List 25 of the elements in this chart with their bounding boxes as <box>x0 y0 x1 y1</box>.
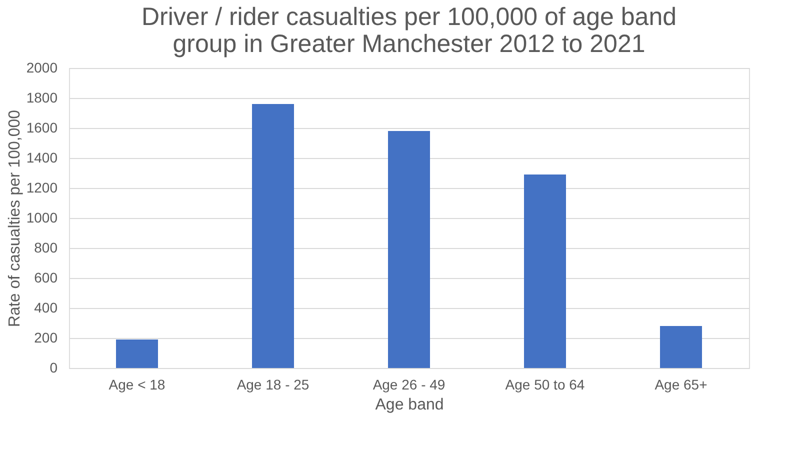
y-tick-label: 400 <box>34 300 58 316</box>
x-tick-label: Age 50 to 64 <box>505 376 585 392</box>
text: group in Greater Manchester 2012 to 2021 <box>172 30 646 58</box>
x-axis-title: Age band <box>375 396 444 414</box>
bar <box>524 174 566 368</box>
bar <box>388 131 430 368</box>
y-tick-label: 1600 <box>26 120 58 136</box>
y-tick-label: 1000 <box>26 210 58 226</box>
y-tick-label: 800 <box>34 240 58 256</box>
y-tick-label: 2000 <box>26 60 58 76</box>
y-tick-label: 1400 <box>26 150 58 166</box>
x-tick-label: Age 26 - 49 <box>372 376 446 392</box>
y-tick-label: 1800 <box>26 90 58 106</box>
bar <box>660 326 702 368</box>
text: Driver / rider casualties per 100,000 of age band <box>141 3 677 31</box>
y-tick-label: 600 <box>34 270 58 286</box>
y-tick-label: 200 <box>34 330 58 346</box>
bar <box>116 340 158 368</box>
y-tick-label: 1200 <box>26 180 58 196</box>
x-tick-label: Age 18 - 25 <box>236 376 310 392</box>
y-tick-label: 0 <box>50 360 58 376</box>
x-tick-label: Age 65+ <box>654 376 708 392</box>
bar <box>252 104 294 368</box>
y-axis-title: Rate of casualties per 100,000 <box>6 110 24 328</box>
x-tick-label: Age < 18 <box>108 376 166 392</box>
